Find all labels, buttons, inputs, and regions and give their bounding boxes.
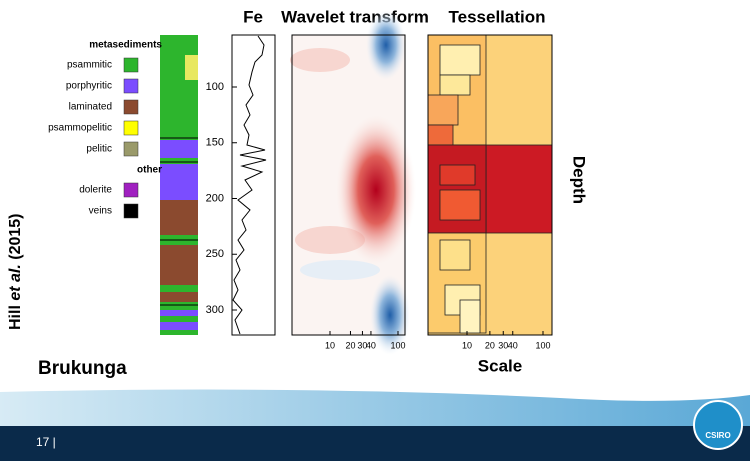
site-label: Brukunga xyxy=(38,358,127,379)
panel-title: Fe xyxy=(243,7,263,26)
citation: Hill et al. (2015) xyxy=(7,213,24,330)
legend-group-title: metasediments xyxy=(89,40,162,51)
legend-swatch xyxy=(123,99,139,115)
scale-tick-label: 10 xyxy=(462,340,472,350)
fe-panel xyxy=(231,34,276,336)
scale-tick-label: 20 xyxy=(485,340,495,350)
depth-label: Depth xyxy=(570,156,589,204)
depth-tick-label: 200 xyxy=(206,192,224,204)
footer-wave xyxy=(0,389,750,428)
panel-title: Tessellation xyxy=(449,7,546,26)
depth-tick-label: 100 xyxy=(206,81,224,93)
legend-label: psammitic xyxy=(67,60,112,71)
citation-year: (2015) xyxy=(7,213,24,259)
scale-tick-label: 100 xyxy=(535,340,550,350)
tessellation-panel xyxy=(427,34,553,336)
scale-tick-label: 10 xyxy=(325,340,335,350)
panel-title: Wavelet transform xyxy=(281,7,429,26)
scale-tick-label: 30 xyxy=(498,340,508,350)
footer-bar xyxy=(0,426,750,461)
legend-label: pelitic xyxy=(86,144,112,155)
legend-swatch xyxy=(123,120,139,136)
legend-label: porphyritic xyxy=(66,81,112,92)
citation-author: Hill xyxy=(7,305,24,330)
lithology-column xyxy=(160,35,198,335)
legend-label: veins xyxy=(89,206,112,217)
legend-swatch xyxy=(123,78,139,94)
legend: metasediments psammitic porphyritic laminat… xyxy=(48,40,162,219)
legend-label: psammopelitic xyxy=(48,123,112,134)
legend-swatch xyxy=(123,141,139,157)
scale-tick-label: 20 xyxy=(345,340,355,350)
depth-tick-label: 250 xyxy=(206,248,224,260)
legend-swatch xyxy=(123,57,139,73)
logo-text: CSIRO xyxy=(705,431,730,440)
scale-tick-label: 100 xyxy=(390,340,405,350)
depth-tick-label: 300 xyxy=(206,304,224,316)
legend-swatch xyxy=(123,182,139,198)
wavelet-panel xyxy=(290,10,416,355)
depth-tick-label: 150 xyxy=(206,137,224,149)
scale-tick-label: 40 xyxy=(508,340,518,350)
legend-label: dolerite xyxy=(79,185,112,196)
scale-tick-label: 40 xyxy=(366,340,376,350)
scale-label: Scale xyxy=(478,356,522,375)
logo xyxy=(693,400,743,450)
slide-number: 17 | xyxy=(36,435,56,449)
scale-tick-label: 30 xyxy=(357,340,367,350)
legend-group-title: other xyxy=(137,165,162,176)
legend-label: laminated xyxy=(69,102,112,113)
legend-swatch xyxy=(123,203,139,219)
citation-etal: et al. xyxy=(7,264,24,300)
